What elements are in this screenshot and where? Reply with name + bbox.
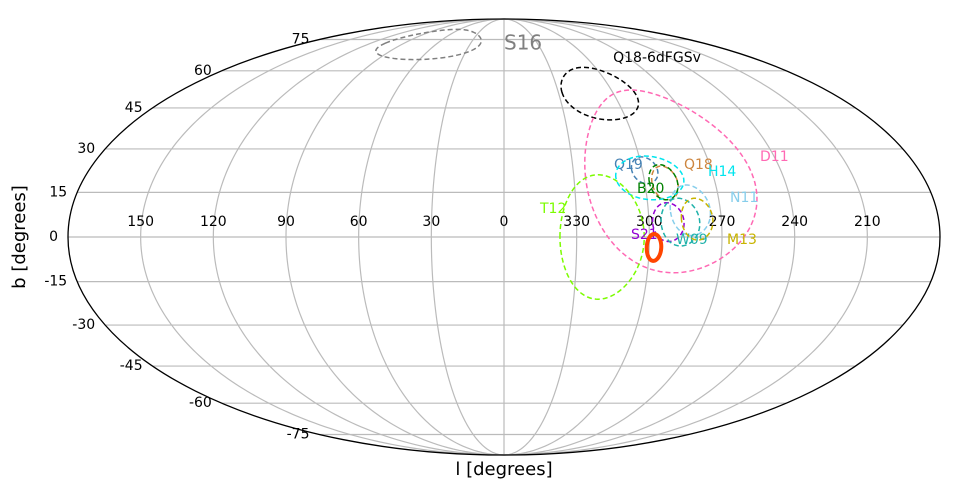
contour-label: Q18 — [684, 157, 713, 173]
contour-label: H14 — [708, 164, 736, 180]
dipole-contour — [584, 89, 758, 274]
contour-label: Q18-6dFGSv — [613, 50, 701, 66]
contour-label: S16 — [504, 31, 542, 55]
contour-label: B20 — [637, 181, 664, 197]
y-tick-label: 30 — [77, 141, 95, 157]
contour-label: M13 — [727, 232, 757, 248]
y-tick-label: 75 — [292, 31, 310, 47]
grid-line — [503, 18, 868, 456]
dipole-contour — [559, 174, 646, 300]
y-tick-label: 0 — [49, 229, 58, 245]
grid-line — [358, 18, 505, 456]
grid-line — [285, 18, 505, 456]
contour-label: T12 — [539, 201, 566, 217]
dipole-contour — [660, 197, 701, 247]
x-tick-label: 210 — [854, 214, 881, 230]
dipole-contour — [630, 156, 659, 185]
x-tick-label: 270 — [709, 214, 736, 230]
grid-line — [503, 18, 723, 456]
contour-label: N11 — [730, 190, 758, 206]
dipole-contour — [680, 197, 714, 241]
x-axis-label: l [degrees] — [455, 459, 552, 480]
x-tick-label: 240 — [781, 214, 808, 230]
y-tick-label: -60 — [189, 395, 212, 411]
grid-line — [503, 18, 796, 456]
contour-label: D11 — [760, 149, 789, 165]
contour-label: Q19 — [614, 157, 643, 173]
y-tick-label: -45 — [120, 358, 143, 374]
grid-line — [140, 18, 505, 456]
x-tick-label: 330 — [563, 214, 590, 230]
dipole-contour — [560, 66, 640, 121]
y-tick-label: 15 — [49, 184, 67, 200]
dipole-contour — [375, 28, 482, 61]
contour-label: W09 — [676, 232, 708, 248]
dipole-contour — [648, 163, 679, 201]
x-tick-label: 30 — [422, 214, 440, 230]
y-tick-label: -30 — [72, 317, 95, 333]
x-tick-label: 60 — [350, 214, 368, 230]
y-tick-label: -15 — [44, 274, 67, 290]
dipole-contour — [644, 232, 664, 263]
map-boundary — [67, 18, 941, 456]
grid-line — [503, 18, 578, 456]
contour-label: S21 — [631, 227, 658, 243]
grid-line — [212, 18, 505, 456]
x-tick-label: 0 — [500, 214, 509, 230]
y-axis-label: b [degrees] — [9, 185, 30, 289]
grid-line — [430, 18, 505, 456]
y-tick-label: 45 — [125, 100, 143, 116]
dipole-contour — [614, 155, 685, 201]
x-tick-label: 90 — [277, 214, 295, 230]
y-tick-label: 60 — [194, 63, 212, 79]
x-tick-label: 150 — [127, 214, 154, 230]
x-tick-label: 120 — [200, 214, 227, 230]
